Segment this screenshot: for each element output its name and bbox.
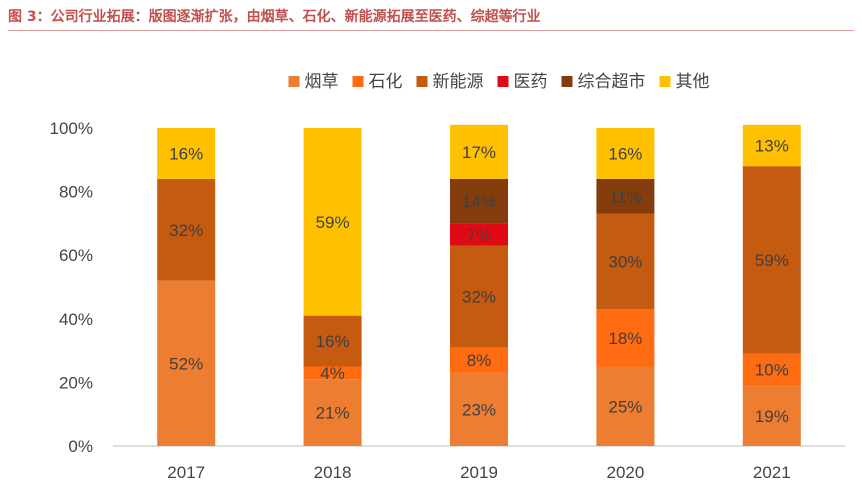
y-tick-label: 0% xyxy=(68,437,93,456)
data-label: 17% xyxy=(462,143,496,162)
bar-segment xyxy=(596,366,655,446)
legend-swatch xyxy=(561,76,573,87)
data-label: 32% xyxy=(462,288,496,307)
x-tick-label: 2020 xyxy=(606,463,644,482)
bar-segment xyxy=(596,128,655,179)
data-label: 32% xyxy=(169,221,203,240)
legend-label: 综合超市 xyxy=(578,72,646,92)
y-tick-label: 40% xyxy=(59,310,93,329)
bar-segment xyxy=(742,385,801,446)
data-label: 21% xyxy=(316,404,350,423)
bar-segment xyxy=(742,166,801,354)
x-axis: 2017 2018 2019 2020 2021 xyxy=(167,463,790,482)
data-label: 11% xyxy=(609,187,642,206)
title-divider xyxy=(8,30,854,31)
bar-segment xyxy=(157,178,216,281)
data-label: 10% xyxy=(755,361,789,380)
legend-swatch xyxy=(659,76,671,87)
figure-title: 图 3：公司行业拓展：版图逐渐扩张，由烟草、石化、新能源拓展至医药、综超等行业 xyxy=(8,9,541,25)
bar-segment xyxy=(596,213,655,310)
data-label: 16% xyxy=(316,332,350,351)
legend-swatch xyxy=(416,76,428,87)
data-label: 4% xyxy=(320,364,345,383)
bar-segment xyxy=(303,128,362,316)
y-tick-label: 20% xyxy=(59,373,93,392)
x-tick-label: 2021 xyxy=(753,463,791,482)
bar-segment xyxy=(303,379,362,446)
bar-segment xyxy=(596,309,655,367)
data-label: 7% xyxy=(467,226,492,245)
data-label: 23% xyxy=(462,400,496,419)
legend-label: 其他 xyxy=(676,72,710,92)
x-tick-label: 2018 xyxy=(314,463,352,482)
bar-segment xyxy=(303,366,362,380)
bar-segment xyxy=(742,353,801,386)
bar-segment xyxy=(303,315,362,367)
data-label: 52% xyxy=(169,354,203,373)
bar-group: 52% 32% 16% 21% 4% 16% 59% 23% 8% 32% 7% 14% 17% 25% 1… xyxy=(157,124,801,446)
data-label: 30% xyxy=(608,253,642,272)
legend-label: 石化 xyxy=(369,72,403,92)
legend-label: 医药 xyxy=(514,72,548,92)
y-tick-label: 100% xyxy=(50,119,93,138)
data-label: 16% xyxy=(608,144,642,163)
bar-segment xyxy=(450,124,508,179)
data-label: 13% xyxy=(755,136,789,155)
chart-legend: 烟草 石化 新能源 医药 综合超市 其他 xyxy=(288,72,710,92)
data-label: 19% xyxy=(755,407,789,426)
data-label: 14% xyxy=(462,192,496,211)
bar-segment xyxy=(596,178,655,214)
legend-swatch xyxy=(497,76,509,87)
bar-segment xyxy=(157,128,216,179)
bar-segment xyxy=(450,347,508,373)
data-label: 59% xyxy=(755,251,789,270)
legend-swatch xyxy=(352,76,364,87)
y-tick-label: 60% xyxy=(59,246,93,265)
legend-label: 烟草 xyxy=(305,72,339,92)
bar-segment xyxy=(450,372,508,446)
data-label: 8% xyxy=(467,351,492,370)
legend-label: 新能源 xyxy=(433,72,484,92)
data-label: 59% xyxy=(316,213,350,232)
y-tick-label: 80% xyxy=(59,183,93,202)
bar-segment xyxy=(450,178,508,224)
bar-segment xyxy=(157,280,216,446)
x-tick-label: 2019 xyxy=(460,463,498,482)
bar-segment xyxy=(742,124,801,167)
legend-swatch xyxy=(288,76,300,87)
data-label: 18% xyxy=(608,329,642,348)
data-label: 16% xyxy=(169,144,203,163)
data-label: 25% xyxy=(608,397,642,416)
bar-segment xyxy=(450,245,508,348)
x-tick-label: 2017 xyxy=(167,463,205,482)
bar-segment xyxy=(450,223,508,246)
